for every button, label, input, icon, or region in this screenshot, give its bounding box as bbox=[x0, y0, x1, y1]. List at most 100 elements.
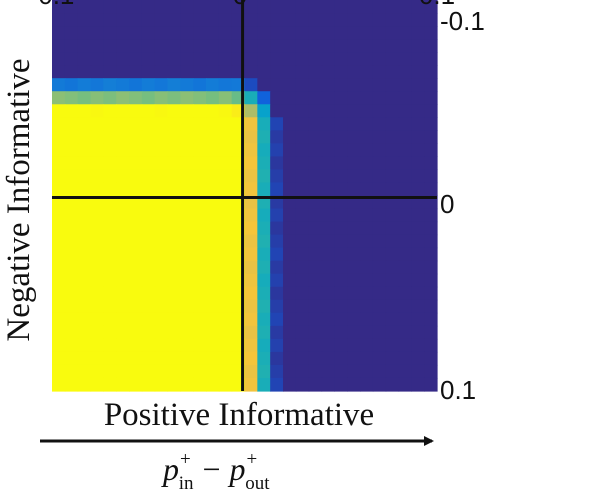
heatmap-cell bbox=[270, 377, 284, 392]
heatmap-cell bbox=[154, 273, 169, 288]
heatmap-cell bbox=[372, 364, 387, 379]
heatmap-cell bbox=[64, 39, 79, 53]
heatmap-cell bbox=[116, 208, 130, 223]
heatmap-cell bbox=[52, 169, 66, 184]
heatmap-cell bbox=[90, 260, 104, 275]
heatmap-cell bbox=[257, 312, 271, 327]
heatmap-cell bbox=[295, 91, 310, 105]
heatmap-cell bbox=[90, 221, 104, 236]
heatmap-cell bbox=[218, 91, 233, 105]
heatmap-cell bbox=[334, 338, 348, 353]
heatmap-cell bbox=[424, 351, 438, 366]
heatmap-cell bbox=[411, 52, 425, 66]
heatmap-cell bbox=[103, 325, 117, 340]
heatmap-cell bbox=[244, 364, 258, 379]
heatmap-cell bbox=[244, 234, 258, 249]
heatmap-cell bbox=[193, 169, 207, 184]
heatmap-cell bbox=[295, 325, 310, 340]
heatmap-cell bbox=[295, 208, 310, 223]
math-sup1: + bbox=[180, 449, 191, 470]
heatmap-cell bbox=[385, 247, 400, 262]
heatmap-cell bbox=[424, 169, 438, 184]
heatmap-cell bbox=[141, 0, 156, 14]
heatmap-cell bbox=[116, 377, 130, 392]
heatmap-cell bbox=[334, 39, 348, 53]
heatmap-cell bbox=[180, 26, 194, 40]
heatmap-cell bbox=[154, 130, 169, 144]
heatmap-cell bbox=[129, 247, 143, 262]
heatmap-cell bbox=[334, 104, 348, 118]
heatmap-cell bbox=[129, 0, 143, 14]
heatmap-cell bbox=[90, 273, 104, 288]
heatmap-cell bbox=[193, 65, 207, 79]
heatmap-cell bbox=[141, 117, 156, 131]
heatmap-cell bbox=[424, 39, 438, 53]
heatmap-cell bbox=[193, 325, 207, 340]
heatmap-cell bbox=[385, 234, 400, 249]
heatmap-cell bbox=[218, 247, 233, 262]
heatmap-cell bbox=[141, 13, 156, 27]
heatmap-cell bbox=[180, 208, 194, 223]
heatmap-cell bbox=[141, 39, 156, 53]
heatmap-cell bbox=[283, 104, 297, 118]
heatmap-cell bbox=[308, 299, 323, 314]
heatmap-cell bbox=[385, 104, 400, 118]
heatmap-cell bbox=[283, 52, 297, 66]
heatmap-cell bbox=[141, 130, 156, 144]
x-axis-label: Positive Informative bbox=[104, 397, 374, 433]
heatmap-cell bbox=[141, 338, 156, 353]
heatmap-cell bbox=[334, 26, 348, 40]
heatmap-cell bbox=[64, 169, 79, 184]
heatmap-cell bbox=[141, 247, 156, 262]
heatmap-cell bbox=[141, 260, 156, 275]
heatmap-cell bbox=[257, 65, 271, 79]
heatmap-cell bbox=[308, 338, 323, 353]
heatmap-cell bbox=[141, 234, 156, 249]
heatmap-cell bbox=[129, 234, 143, 249]
heatmap-cell bbox=[411, 364, 425, 379]
heatmap-cell bbox=[103, 0, 117, 14]
heatmap-cell bbox=[411, 325, 425, 340]
heatmap-cell bbox=[90, 286, 104, 301]
heatmap-cell bbox=[77, 325, 92, 340]
heatmap-cell bbox=[321, 312, 335, 327]
heatmap-cell bbox=[244, 117, 258, 131]
heatmap-cell bbox=[372, 169, 387, 184]
heatmap-cell bbox=[64, 273, 79, 288]
heatmap-cell bbox=[77, 117, 92, 131]
heatmap-cell bbox=[141, 156, 156, 171]
heatmap-cell bbox=[257, 182, 271, 197]
heatmap-cell bbox=[398, 52, 412, 66]
heatmap-cell bbox=[347, 117, 361, 131]
heatmap-cell bbox=[193, 338, 207, 353]
heatmap-cell bbox=[334, 260, 348, 275]
heatmap-cell bbox=[411, 234, 425, 249]
heatmap-cell bbox=[308, 39, 323, 53]
heatmap-cell bbox=[424, 364, 438, 379]
heatmap-cell bbox=[141, 312, 156, 327]
heatmap-cell bbox=[283, 169, 297, 184]
heatmap-cell bbox=[64, 78, 79, 92]
heatmap-cell bbox=[360, 52, 374, 66]
heatmap-cell bbox=[180, 39, 194, 53]
heatmap-cell bbox=[180, 273, 194, 288]
heatmap-cell bbox=[360, 221, 374, 236]
heatmap-cell bbox=[257, 260, 271, 275]
heatmap-cell bbox=[385, 351, 400, 366]
heatmap-cell bbox=[77, 312, 92, 327]
heatmap-cell bbox=[116, 156, 130, 171]
heatmap-cell bbox=[360, 351, 374, 366]
heatmap-cell bbox=[385, 78, 400, 92]
heatmap-cell bbox=[129, 377, 143, 392]
heatmap-cell bbox=[141, 104, 156, 118]
heatmap-cell bbox=[347, 377, 361, 392]
heatmap-cell bbox=[64, 286, 79, 301]
heatmap-cell bbox=[90, 182, 104, 197]
heatmap-cell bbox=[180, 377, 194, 392]
heatmap-cell bbox=[64, 351, 79, 366]
heatmap-cell bbox=[283, 338, 297, 353]
heatmap-cell bbox=[167, 104, 181, 118]
heatmap-cell bbox=[295, 234, 310, 249]
heatmap-cell bbox=[411, 91, 425, 105]
heatmap-cell bbox=[103, 26, 117, 40]
